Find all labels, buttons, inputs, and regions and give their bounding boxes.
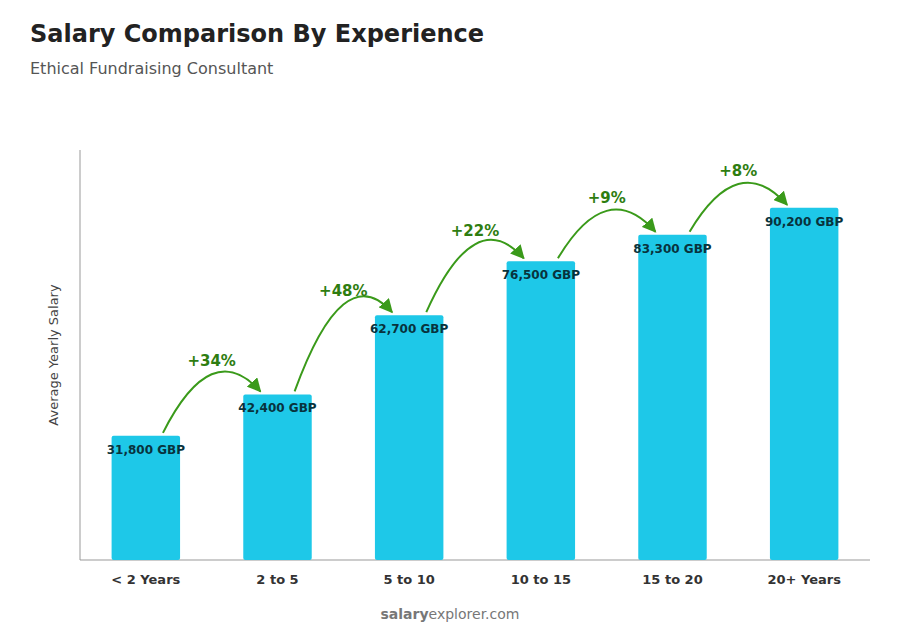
change-arrow bbox=[295, 296, 392, 391]
bar bbox=[638, 235, 706, 560]
chart-container: Salary Comparison By Experience Ethical F… bbox=[0, 0, 900, 641]
y-axis-label: Average Yearly Salary bbox=[46, 284, 61, 426]
chart: Salary Comparison By Experience Ethical F… bbox=[0, 0, 900, 641]
change-label: +34% bbox=[187, 352, 235, 370]
bar bbox=[507, 261, 575, 560]
data-label: 83,300 GBP bbox=[633, 242, 711, 256]
x-axis-line bbox=[80, 560, 870, 561]
x-tick-label: < 2 Years bbox=[111, 572, 180, 587]
data-label: 90,200 GBP bbox=[765, 215, 843, 229]
bar bbox=[375, 315, 443, 560]
data-label: 62,700 GBP bbox=[370, 322, 448, 336]
bars bbox=[112, 208, 839, 560]
change-arrow bbox=[163, 371, 260, 432]
watermark-part: salary bbox=[381, 606, 429, 622]
change-label: +8% bbox=[719, 162, 757, 180]
data-label: 76,500 GBP bbox=[502, 268, 580, 282]
subtitle: Ethical Fundraising Consultant bbox=[30, 59, 273, 78]
data-label: 42,400 GBP bbox=[238, 401, 316, 415]
watermark-part: explorer.com bbox=[429, 606, 520, 622]
change-arrow bbox=[426, 240, 523, 312]
change-label: +9% bbox=[588, 189, 626, 207]
data-label: 31,800 GBP bbox=[107, 443, 185, 457]
x-tick-label: 2 to 5 bbox=[256, 572, 298, 587]
bar bbox=[243, 394, 311, 560]
change-arrow bbox=[558, 210, 655, 259]
watermark: salaryexplorer.com bbox=[381, 606, 520, 622]
x-tick-label: 15 to 20 bbox=[642, 572, 702, 587]
bar bbox=[770, 208, 838, 560]
title: Salary Comparison By Experience bbox=[30, 20, 484, 48]
x-tick-label: 20+ Years bbox=[767, 572, 841, 587]
x-tick-label: 10 to 15 bbox=[511, 572, 571, 587]
change-label: +48% bbox=[319, 282, 367, 300]
x-tick-label: 5 to 10 bbox=[383, 572, 434, 587]
change-label: +22% bbox=[451, 222, 499, 240]
y-axis-line bbox=[80, 150, 81, 560]
change-arrow bbox=[690, 183, 787, 232]
